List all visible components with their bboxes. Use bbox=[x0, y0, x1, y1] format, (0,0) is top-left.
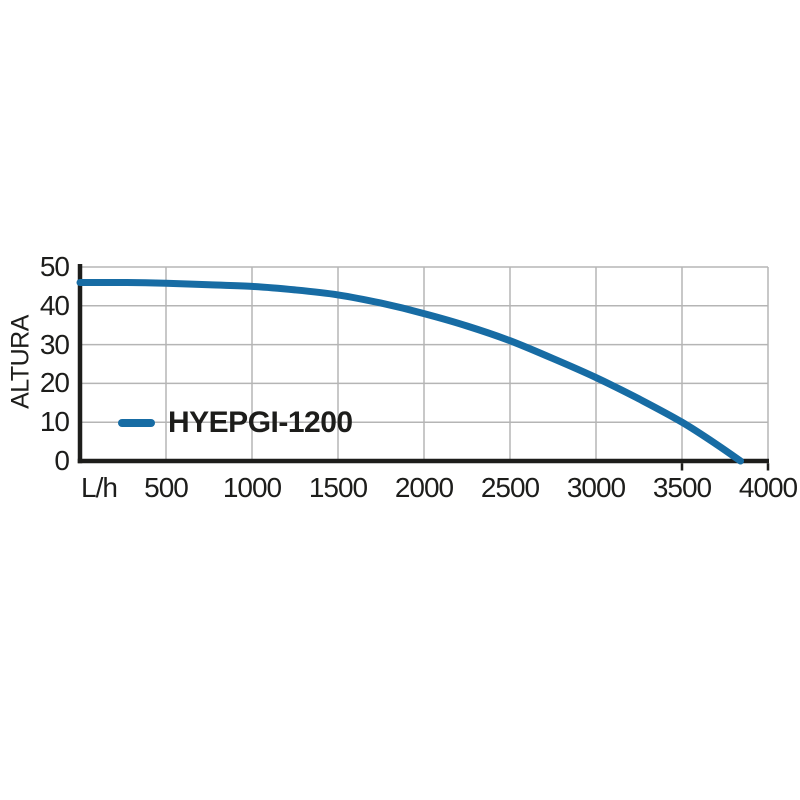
y-tick-label: 40 bbox=[39, 289, 70, 321]
legend: HYEPGI-1200 bbox=[118, 408, 353, 438]
x-tick-label: 4000 bbox=[738, 472, 798, 503]
plot-area bbox=[76, 264, 770, 471]
legend-label: HYEPGI-1200 bbox=[168, 406, 353, 439]
pump-performance-chart: ALTURA HYEPGI-1200 L/h 0 10 20 30 40 50 500 100… bbox=[7, 252, 799, 503]
x-axis-unit-label: L/h bbox=[81, 472, 118, 503]
x-tick-label: 1500 bbox=[308, 472, 368, 503]
y-tick-label: 30 bbox=[39, 328, 70, 360]
y-tick-label: 0 bbox=[54, 445, 70, 476]
x-tick-label: 2000 bbox=[394, 472, 454, 503]
y-tick-label: 20 bbox=[39, 367, 70, 399]
series-curve bbox=[76, 278, 744, 465]
x-tick-label: 500 bbox=[144, 472, 189, 503]
x-tick-label: 3500 bbox=[652, 472, 712, 503]
x-tick-label: 2500 bbox=[480, 472, 540, 503]
legend-line-swatch bbox=[118, 419, 155, 427]
x-tick-label: 3000 bbox=[566, 472, 626, 503]
y-tick-label: 50 bbox=[39, 251, 70, 282]
y-tick-label: 10 bbox=[39, 406, 70, 438]
x-tick-label: 1000 bbox=[222, 472, 282, 503]
